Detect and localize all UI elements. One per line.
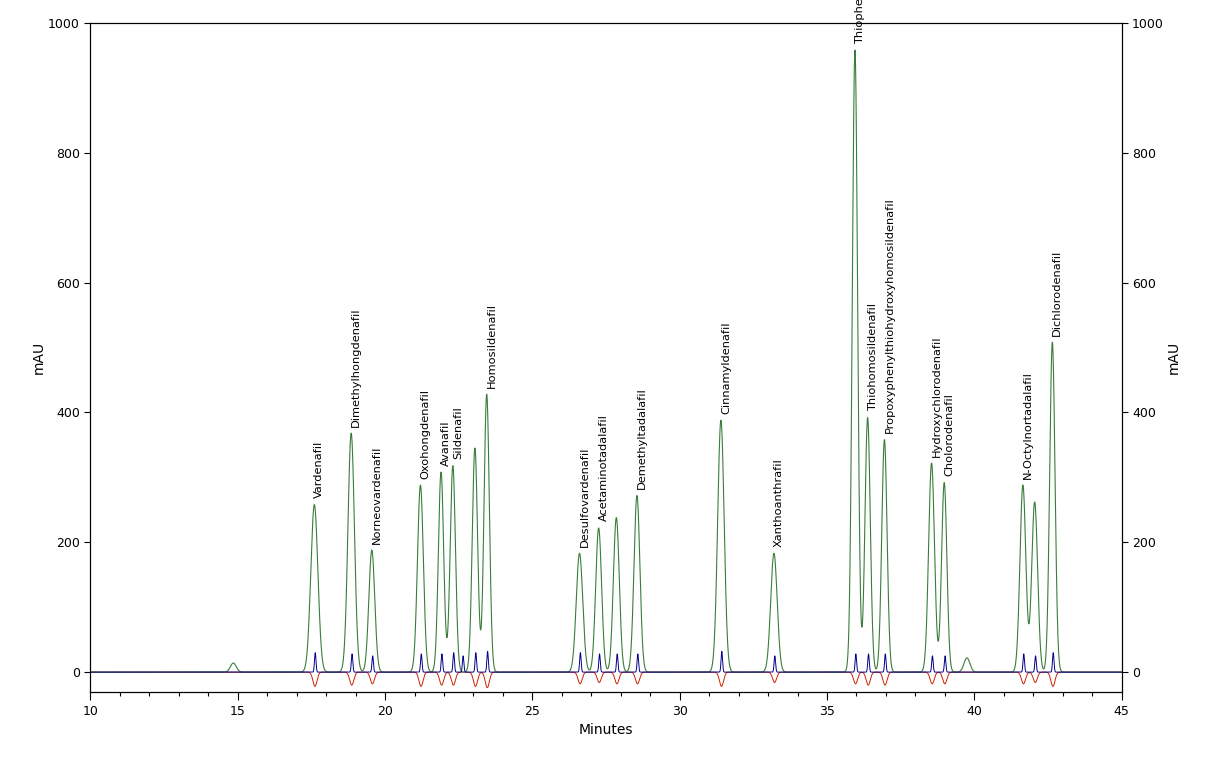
Text: Desulfovardenafil: Desulfovardenafil (580, 446, 590, 546)
Text: N-Octylnortadalafil: N-Octylnortadalafil (1023, 371, 1032, 479)
Text: Demethyltadalafil: Demethyltadalafil (637, 388, 646, 489)
Text: Xanthoanthrafil: Xanthoanthrafil (774, 458, 784, 546)
Text: Acetaminotadalafil: Acetaminotadalafil (598, 415, 609, 521)
Text: Hydroxychlorodenafil: Hydroxychlorodenafil (931, 335, 942, 457)
Y-axis label: mAU: mAU (1166, 340, 1181, 374)
Y-axis label: mAU: mAU (31, 340, 46, 374)
Text: Homosildenafil: Homosildenafil (487, 302, 497, 388)
Text: Thiohomosildenafil: Thiohomosildenafil (867, 303, 878, 411)
Text: Dimethylhongdenafil: Dimethylhongdenafil (351, 307, 361, 426)
Text: Vardenafil: Vardenafil (315, 441, 324, 498)
Text: Dichlorodenafil: Dichlorodenafil (1053, 249, 1062, 336)
X-axis label: Minutes: Minutes (579, 724, 633, 737)
Text: Propoxyphenylthiohydroxyhomosildenafil: Propoxyphenylthiohydroxyhomosildenafil (884, 198, 895, 433)
Text: Cinnamyldenafil: Cinnamyldenafil (721, 321, 731, 413)
Text: Thiophenylthiohydroxyhomosildenafil: Thiophenylthiohydroxyhomosildenafil (855, 0, 865, 43)
Text: Oxohongdenafil: Oxohongdenafil (421, 388, 431, 479)
Text: Sildenafil: Sildenafil (452, 407, 463, 459)
Text: Norneovardenafil: Norneovardenafil (371, 445, 382, 543)
Text: Avanafil: Avanafil (441, 420, 451, 466)
Text: Cholorodenafil: Cholorodenafil (944, 393, 954, 476)
